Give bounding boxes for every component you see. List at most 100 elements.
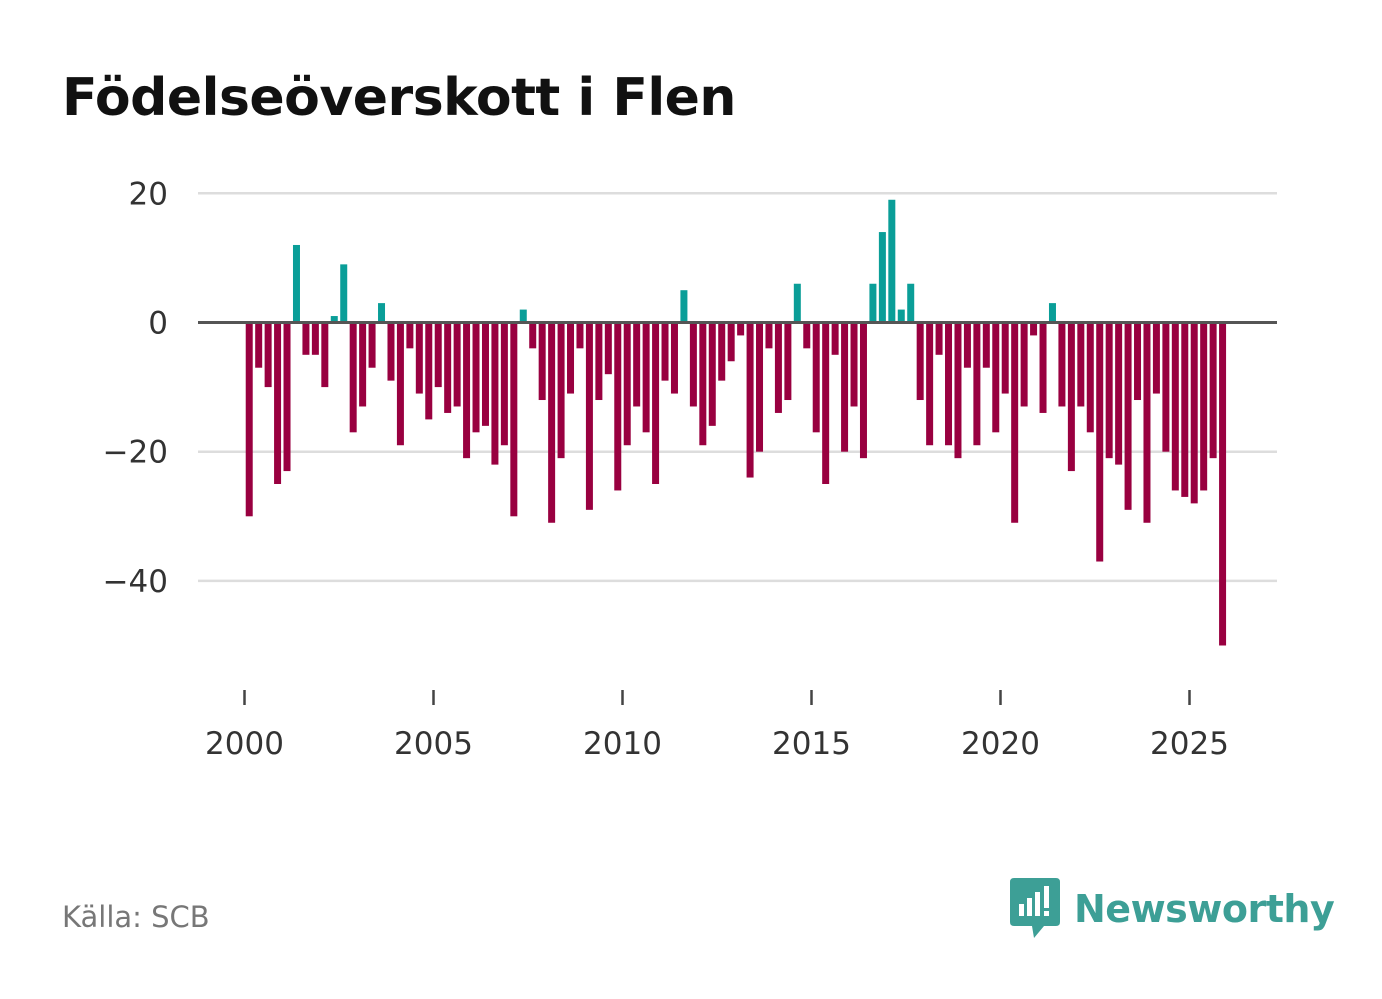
bar-chart: 20 0 −20 −40 2000 2005 2010 2015 2020 2025 — [103, 176, 1277, 762]
newsworthy-logo-icon — [1010, 878, 1060, 938]
bar — [1077, 322, 1085, 407]
bar — [803, 322, 811, 349]
bar — [878, 232, 886, 323]
bar — [463, 322, 471, 459]
bar — [869, 283, 877, 323]
x-tick-label: 2005 — [394, 726, 473, 762]
bar — [1030, 322, 1038, 336]
bar — [1001, 322, 1009, 394]
bar — [1115, 322, 1123, 465]
bar — [765, 322, 773, 349]
bar — [264, 322, 272, 388]
y-tick-label: 0 — [148, 306, 168, 342]
bar — [302, 322, 310, 355]
bars — [245, 199, 1227, 646]
bar — [859, 322, 867, 459]
bar — [387, 322, 395, 381]
bar — [349, 322, 357, 433]
bar — [926, 322, 934, 446]
bar — [935, 322, 943, 355]
bar — [907, 283, 915, 323]
bar — [406, 322, 414, 349]
bar — [689, 322, 697, 407]
bar — [737, 322, 745, 336]
y-axis-ticks: 20 0 −20 −40 — [103, 176, 168, 600]
bar — [945, 322, 953, 446]
bar — [680, 290, 688, 323]
bar — [888, 199, 896, 323]
bar — [368, 322, 376, 368]
bar — [822, 322, 830, 484]
newsworthy-logo: Newsworthy — [1010, 878, 1335, 940]
bar — [255, 322, 263, 368]
bar — [812, 322, 820, 433]
bar — [992, 322, 1000, 433]
bar — [274, 322, 282, 484]
bar — [897, 309, 905, 323]
bar — [425, 322, 433, 420]
bar — [633, 322, 641, 407]
bar — [444, 322, 452, 413]
bar — [850, 322, 858, 407]
bar — [973, 322, 981, 446]
x-tick-label: 2015 — [772, 726, 851, 762]
bar — [557, 322, 565, 459]
bar — [245, 322, 253, 517]
chart-title: Födelseöverskott i Flen — [62, 68, 736, 128]
bar — [1134, 322, 1142, 401]
bar — [595, 322, 603, 401]
bar — [652, 322, 660, 484]
bar — [585, 322, 593, 510]
x-tick-label: 2010 — [583, 726, 662, 762]
bar — [793, 283, 801, 323]
bar — [982, 322, 990, 368]
bar — [1162, 322, 1170, 452]
bar — [614, 322, 622, 491]
bar — [1190, 322, 1198, 504]
bar — [963, 322, 971, 368]
bar — [954, 322, 962, 459]
bar — [718, 322, 726, 381]
x-tick-label: 2000 — [205, 726, 284, 762]
bar — [831, 322, 839, 355]
bar — [378, 303, 386, 323]
bar — [774, 322, 782, 413]
bar — [1086, 322, 1094, 433]
bar — [396, 322, 404, 446]
bar — [1105, 322, 1113, 459]
bar — [359, 322, 367, 407]
bar — [453, 322, 461, 407]
bar — [1219, 322, 1227, 646]
bar — [623, 322, 631, 446]
bar — [1209, 322, 1217, 459]
bar — [670, 322, 678, 394]
bar — [576, 322, 584, 349]
bar — [434, 322, 442, 388]
bar — [510, 322, 518, 517]
bar — [916, 322, 924, 401]
bar — [548, 322, 556, 523]
bar — [538, 322, 546, 401]
bar — [661, 322, 669, 381]
bar — [1124, 322, 1132, 510]
y-tick-label: −40 — [103, 564, 168, 600]
bar — [642, 322, 650, 433]
bar — [491, 322, 499, 465]
bar — [321, 322, 329, 388]
bar — [1143, 322, 1151, 523]
bar — [1067, 322, 1075, 472]
bar — [727, 322, 735, 362]
bar — [708, 322, 716, 426]
x-axis-ticks: 2000 2005 2010 2015 2020 2025 — [205, 690, 1229, 762]
bar — [283, 322, 291, 472]
newsworthy-logo-text: Newsworthy — [1074, 887, 1335, 931]
bar — [311, 322, 319, 355]
bar — [1048, 303, 1056, 323]
bar — [330, 316, 338, 323]
bar — [481, 322, 489, 426]
y-tick-label: 20 — [129, 176, 168, 212]
bar — [1200, 322, 1208, 491]
bar — [1152, 322, 1160, 394]
bar — [699, 322, 707, 446]
x-tick-label: 2020 — [961, 726, 1040, 762]
